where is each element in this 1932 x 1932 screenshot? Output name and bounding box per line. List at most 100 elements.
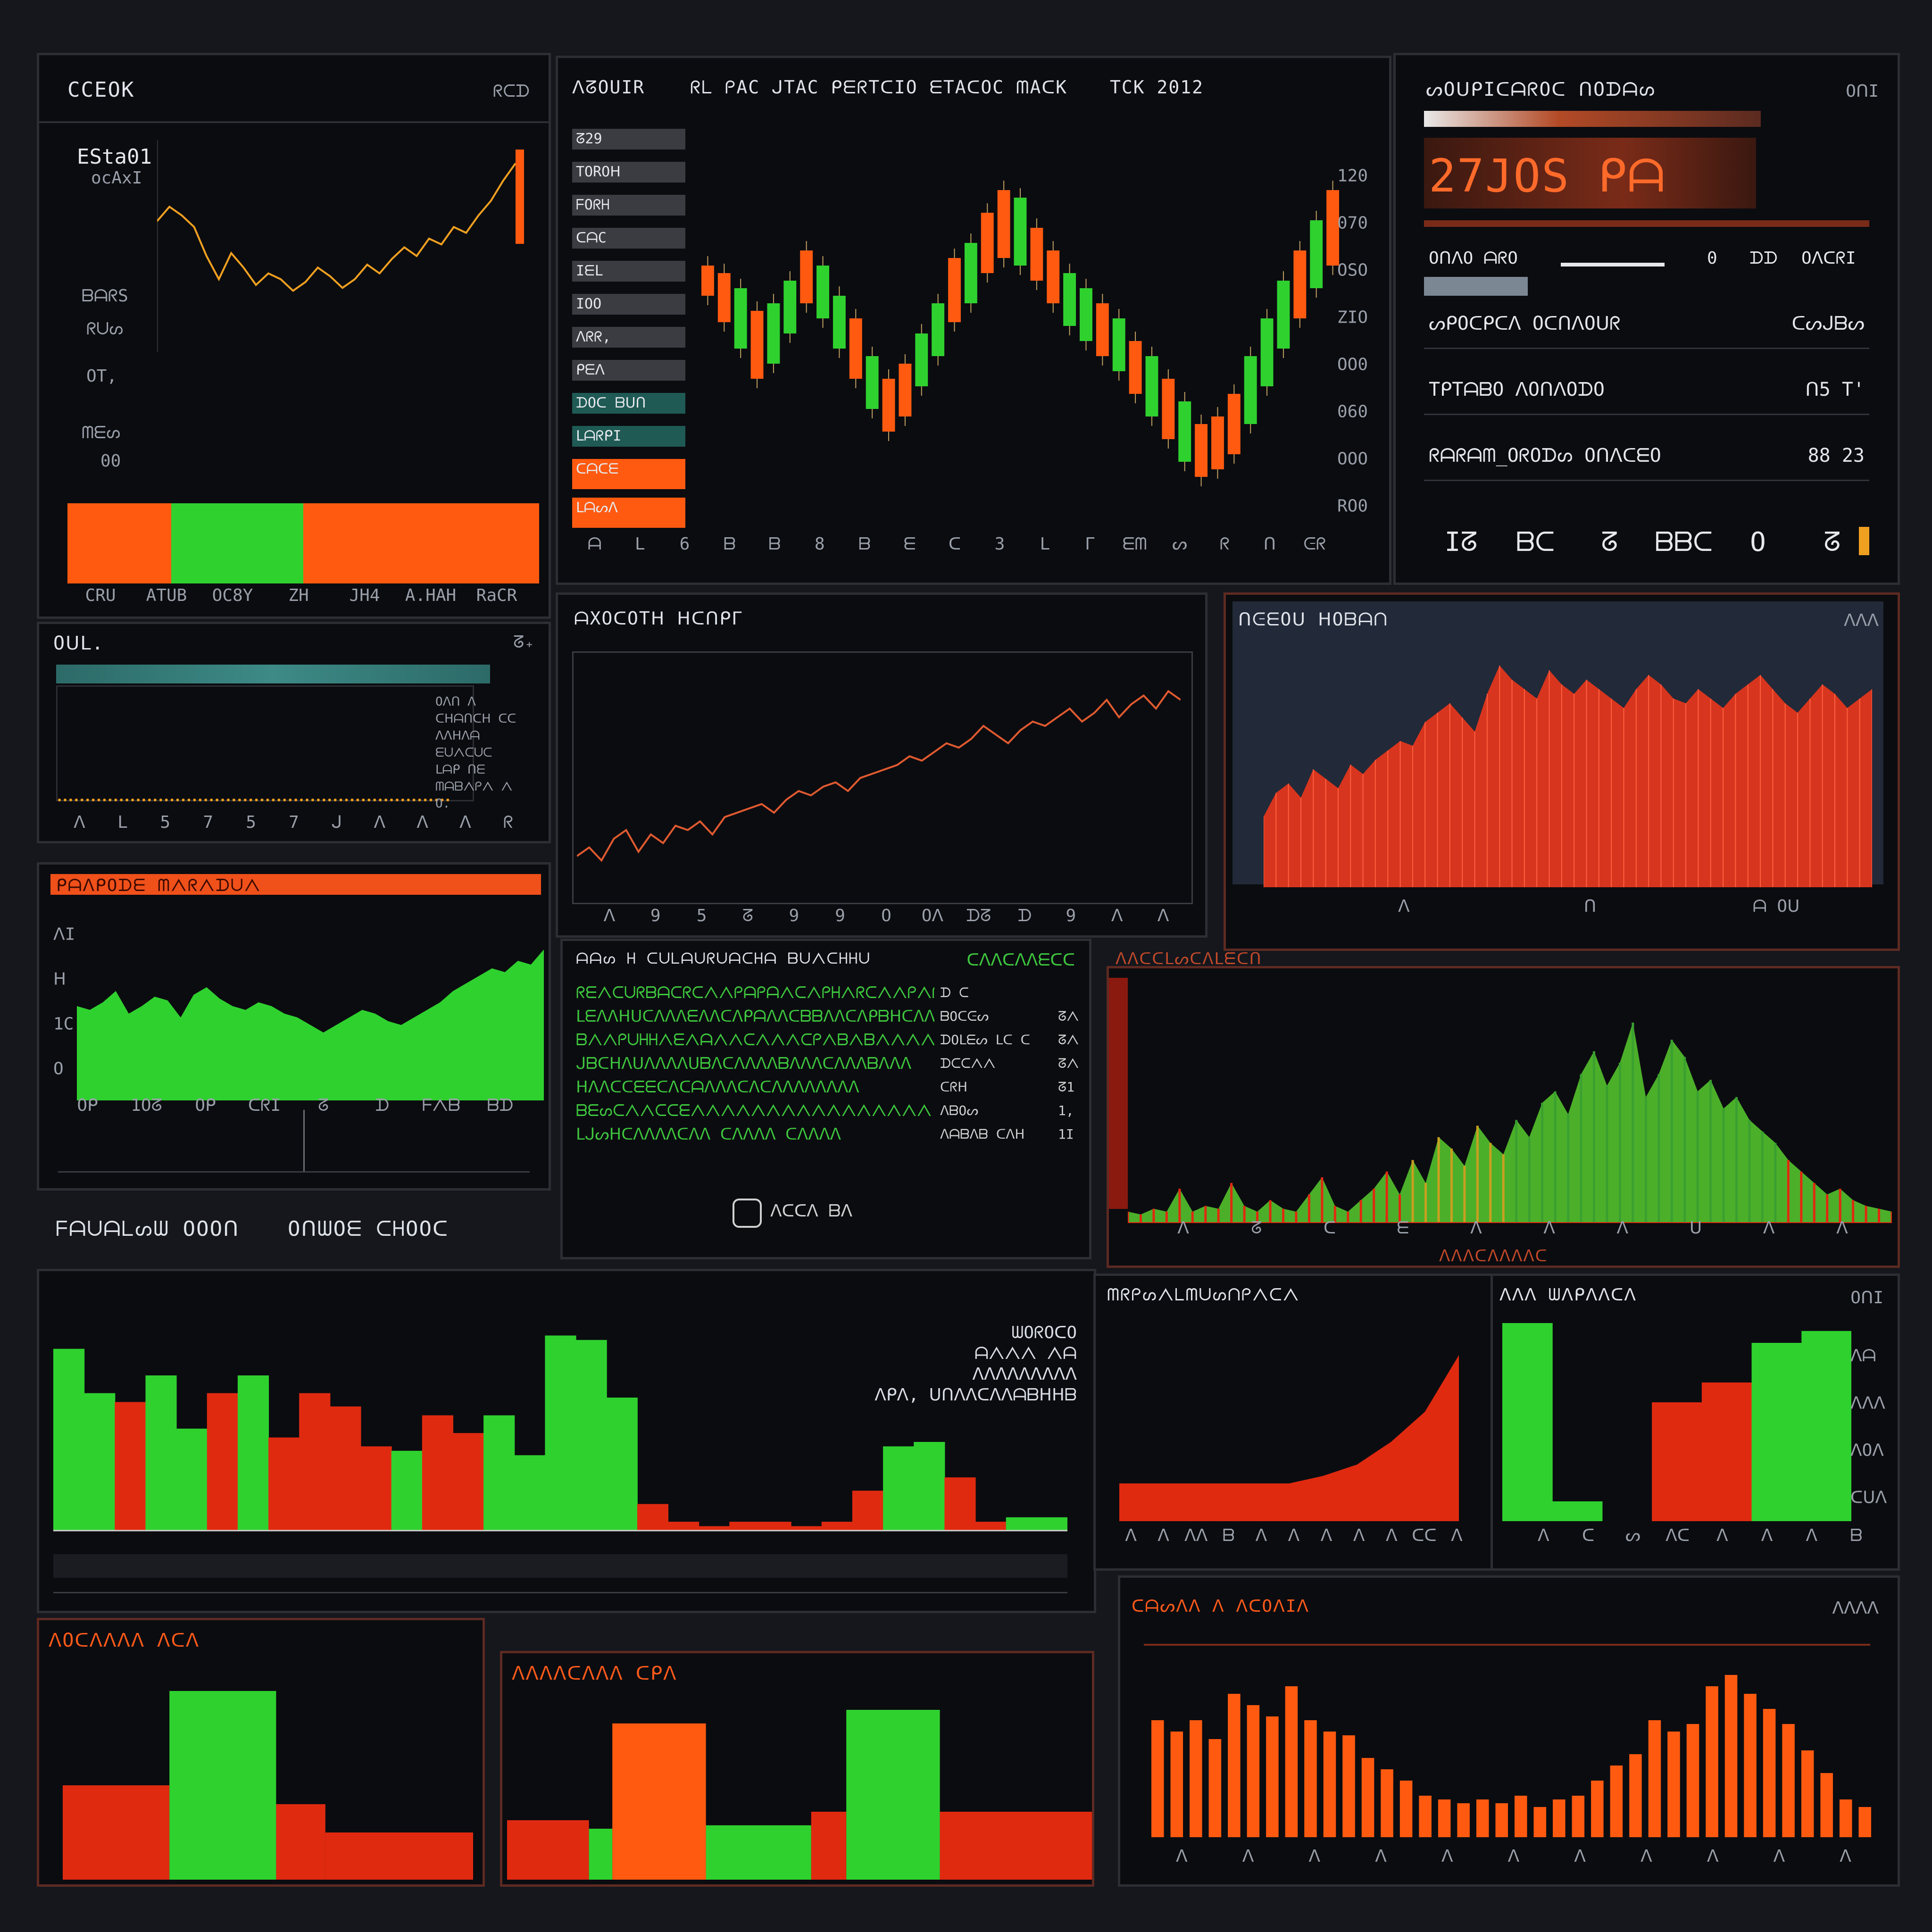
list-item[interactable]: Oᐱᑎ ᐱ — [435, 695, 476, 709]
order-side: ᗪᑕᑕᐱᐱ — [940, 1056, 996, 1071]
item-list[interactable]: Oᐱᑎ ᐱ ᑕᕼᗩᑎᑕᕼ ᑕᑕ ᐱᐱᕼᐱᗩ ᗴᑌᐱᑕᑌᑕ ᒪᗩᑭ ᑎᗴ ᗰᗩᗷᐱᑭᐱ ᐱ O… — [435, 695, 549, 827]
axis-tick: ᐱ — [1308, 1847, 1321, 1866]
block-bar — [940, 1812, 1092, 1880]
axis-tick: ᖇ — [1219, 534, 1230, 554]
axis-tick: ᗷ — [1850, 1526, 1863, 1545]
order-text: ᗷᗴᔕᑕᐱᐱᑕᑕᗴᐱᐱᐱᐱᐱᐱᐱᐱᐱᐱᐱᐱᐱᐱᐱᐱ — [576, 1101, 932, 1120]
bar — [1228, 1694, 1241, 1837]
sidebar-item[interactable]: TOROᕼ — [572, 162, 685, 183]
timeline-strip[interactable] — [53, 1554, 1067, 1578]
stat-row[interactable]: ᔕᑭOᑕᑭᑕᐱ OᑕᑎᐱOᑌᖇ ᑕᔕᒍᗷᔕ — [1424, 296, 1869, 349]
axis-tick: ᐱ — [459, 813, 471, 832]
list-item[interactable]: ᗴᑌᐱᑕᑌᑕ — [435, 746, 492, 760]
panel-tag: ᘔ₊ — [513, 633, 534, 652]
sidebar-item[interactable]: ᑕᗩᑕᗴ — [572, 459, 685, 489]
label-e: OT, — [86, 366, 117, 386]
area-segment — [53, 1349, 85, 1531]
order-row[interactable]: ᗷᐱᐱᑭᑌᕼᕼᐱᗴᐱᗩᐱᐱᑕᐱᐱᐱᑕᑭᐱᗷᐱᗷᐱᐱᐱᐱᗩᐱᐱ ᗪOᒪᗴᔕ ᒪᑕ ᑕ… — [563, 1031, 1089, 1051]
axis-tick: O — [1750, 527, 1766, 558]
bar — [1170, 1732, 1183, 1837]
x-axis: CRU ATUB OC8Y ZH JH4 A.HAH RaCR — [67, 586, 530, 609]
sidebar-list[interactable]: ᘔ29 TOROᕼ ᖴOᖇᕼ ᑕᗩC IᗴL IOO ᐱᖇᖇ, ᑭᗴᐱ ᗪOᑕ ᗷᑌᑎ ᒪᗩᖇᑭI… — [558, 129, 700, 539]
plot-frame — [572, 651, 1193, 904]
order-row[interactable]: ᒪᒍᔕᕼᑕᐱᐱᐱᐱᑕᐱᐱ ᑕᐱᐱᐱᐱ ᑕᐱᐱᐱᐱ ᐱᗩᗷᐱᗷ ᑕᐱᕼ 1I — [563, 1125, 1089, 1146]
panel-footer: ᐱᐱᐱᑕᐱᐱᐱᐱᑕ — [1439, 1247, 1548, 1266]
block-bar — [325, 1832, 473, 1880]
y-axis: ᐱᗩ ᐱᐱᐱ ᐱOᐱ ᑕᑌᐱ — [1850, 1332, 1888, 1521]
price-panel: CCEOK ᖇᑕᗪ ESta01 ocAxI ᗷᗩᖇS ᖇᑌᔕ OT, ᗰᗴᔕ … — [37, 53, 551, 619]
order-qty: ᘔᐱ — [1058, 1056, 1079, 1071]
panel-tag: ᖇᑕᗪ — [493, 82, 530, 101]
panel-tag: ᑕᐱᐱᑕᐱᐱᗴᑕᑕ — [966, 950, 1075, 970]
refresh-icon[interactable] — [733, 1199, 762, 1228]
bar — [1457, 1803, 1470, 1837]
block-bar — [1552, 1501, 1603, 1521]
baseline — [58, 799, 450, 801]
sidebar-item[interactable]: ᐱᖇᖇ, — [572, 327, 685, 348]
order-row[interactable]: ᗷᗴᔕᑕᐱᐱᑕᑕᗴᐱᐱᐱᐱᐱᐱᐱᐱᐱᐱᐱᐱᐱᐱᐱᐱ ᐱᗷOᔕ 1, — [563, 1101, 1089, 1122]
list-item[interactable]: ᐱᐱᕼᐱᗩ — [435, 729, 480, 743]
candle — [701, 266, 714, 296]
legend-item: ᐱᑭᐱ, ᑌᑎᐱᐱᑕᐱᐱᗩᗷᕼᕼᗷ — [874, 1385, 1077, 1405]
order-book-lines[interactable]: ᖇᗴᐱᑕᑌᖇᗷᗩᑕᖇᑕᐱᐱᑭᗩᑭᗩᐱᑕᐱᑭᕼᐱᖇᑕᐱᐱᑭᐱᑭᐱᕼᑕᐱ ᗪ ᑕ ᒪᗴᐱ… — [563, 979, 1089, 1149]
order-row[interactable]: ᕼᐱᐱᑕᑕᗴᗴᑕᐱᑕᗩᐱᐱᐱᑕᐱᑕᐱᐱᐱᐱᐱᐱᐱᐱ ᑕᖇᕼ ᘔ1 — [563, 1078, 1089, 1099]
order-row[interactable]: ᒪᗴᐱᐱᕼᑌᑕᐱᐱᐱᗴᐱᐱᑕᐱᑭᗩᐱᐱᑕᗷᗷᐱᐱᑕᐱᑭᗷᕼᑕᐱᐱ ᗷOᑕᕮᔕ ᘔᐱ — [563, 1007, 1089, 1028]
sidebar-item[interactable]: ᑕᗩC — [572, 228, 685, 249]
block-bar — [846, 1710, 940, 1880]
sidebar-item[interactable]: IᗴL — [572, 261, 685, 282]
area-segment — [606, 1398, 638, 1531]
stat-value: ᑎ5 T' — [1805, 379, 1865, 400]
candle — [1047, 250, 1060, 303]
sidebar-item[interactable]: ᒪᗩᖇᑭI — [572, 426, 685, 447]
area-segment — [975, 1522, 1007, 1531]
axis-tick: CRU — [85, 586, 116, 605]
order-row[interactable]: ᖇᗴᐱᑕᑌᖇᗷᗩᑕᖇᑕᐱᐱᑭᗩᑭᗩᐱᑕᐱᑭᕼᐱᖇᑕᐱᐱᑭᐱᑭᐱᕼᑕᐱ ᗪ ᑕ — [563, 983, 1089, 1004]
list-item[interactable]: O. — [435, 797, 450, 811]
list-item[interactable]: ᗰᗩᗷᐱᑭᐱ ᐱ — [435, 780, 513, 794]
candle — [997, 190, 1010, 258]
block-bar — [276, 1804, 325, 1880]
section-title-b: OᑎᗯOᗴ ᑕᕼOOᑕ — [288, 1217, 449, 1241]
panel-title: ᐱᐱᐱ ᗯᐱᑭᐱᐱᑕᐱ — [1499, 1285, 1637, 1305]
area-segment — [514, 1455, 546, 1531]
y-axis: ᐱI ᕼ 1C O — [53, 912, 75, 1091]
legend-item: ᗩᐱᐱᐱ ᐱᗩ — [974, 1344, 1077, 1363]
stat-row[interactable]: TᑭTᗩᗷO ᐱOᑎᐱOᗪO ᑎ5 T' — [1424, 362, 1869, 415]
axis-tick: ᐱᐱᐱ — [1850, 1393, 1885, 1413]
candle — [1277, 281, 1290, 349]
axis-tick: ᗷ — [768, 534, 781, 554]
candle — [1326, 190, 1339, 266]
sidebar-item[interactable]: ᑭᗴᐱ — [572, 360, 685, 381]
stat-value: ᑕᔕᒍᗷᔕ — [1791, 313, 1865, 334]
sidebar-item[interactable]: IOO — [572, 294, 685, 315]
candle — [932, 303, 945, 356]
panel-tag: OᑎI — [1846, 82, 1879, 101]
candle — [899, 364, 912, 416]
stat-row[interactable]: ᖇᗩᖇᗩᗰ_OᖇOᗪᔕ OᑎᐱᑕᗴO 88 23 — [1424, 428, 1869, 481]
line-chart — [577, 690, 1181, 862]
volume-bars — [67, 503, 539, 583]
list-item[interactable]: ᑕᕼᗩᑎᑕᕼ ᑕᑕ — [435, 712, 516, 726]
axis-tick: ᐱ — [1773, 1847, 1785, 1866]
candle — [1096, 303, 1109, 356]
axis-tick: ᐱ — [1763, 1218, 1775, 1238]
bar — [1304, 1720, 1317, 1837]
axis-tick: ᐱ — [1543, 1218, 1555, 1238]
list-item[interactable]: ᒪᗩᑭ ᑎᗴ — [435, 763, 485, 777]
axis-tick: OOO — [1337, 449, 1368, 469]
area-segment — [84, 1393, 116, 1531]
axis-tick: ᗷᑕ — [1516, 527, 1555, 558]
order-side: ᗷOᑕᕮᔕ — [940, 1008, 989, 1024]
stat-label: TᑭTᗩᗷO ᐱOᑎᐱOᗪO — [1429, 379, 1605, 400]
axis-tick: ᕼ — [53, 969, 67, 989]
sidebar-item[interactable]: ᗪOᑕ ᗷᑌᑎ — [572, 393, 685, 414]
sidebar-item[interactable]: ᘔ29 — [572, 129, 685, 150]
bar — [1476, 1799, 1489, 1837]
axis-tick: O — [881, 906, 891, 925]
sidebar-item[interactable]: ᖴOᖇᕼ — [572, 195, 685, 216]
order-row[interactable]: ᒍᗷᑕᕼᐱᑌᐱᐱᐱᐱᑌᗷᐱᑕᐱᐱᐱᐱᗷᐱᐱᐱᑕᐱᐱᐱᗷᐱᐱᐱ ᗪᑕᑕᐱᐱ ᘔᐱ — [563, 1054, 1089, 1075]
sidebar-item[interactable]: ᒪᗩᔕᐱ — [572, 498, 685, 528]
axis-tick: ᑕ — [948, 534, 961, 554]
axis-tick: RO0 — [1337, 496, 1368, 516]
